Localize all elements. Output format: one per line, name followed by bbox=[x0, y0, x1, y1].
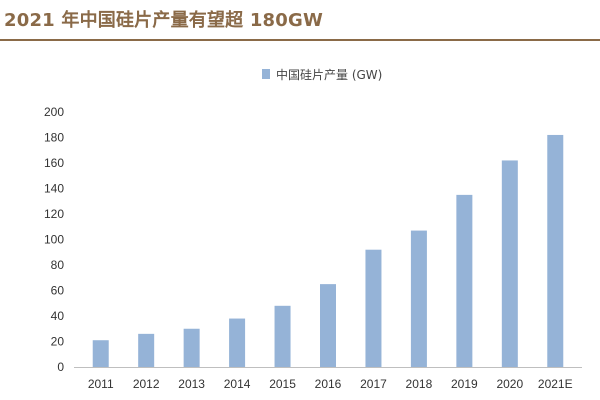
x-tick-label: 2016 bbox=[315, 377, 342, 391]
legend-label: 中国硅片产量 (GW) bbox=[276, 67, 383, 82]
y-tick-label: 180 bbox=[44, 131, 64, 145]
y-tick-label: 200 bbox=[44, 105, 64, 119]
y-tick-label: 140 bbox=[44, 182, 64, 196]
y-tick-label: 120 bbox=[44, 207, 64, 221]
bar bbox=[547, 134, 564, 367]
y-tick-label: 0 bbox=[57, 360, 64, 374]
y-tick-label: 80 bbox=[51, 258, 65, 272]
bar bbox=[92, 340, 109, 367]
bar bbox=[229, 318, 246, 367]
chart-title: 2021 年中国硅片产量有望超 180GW bbox=[4, 10, 324, 31]
x-tick-label: 2013 bbox=[178, 377, 205, 391]
bar bbox=[183, 328, 200, 367]
x-tick-label: 2020 bbox=[496, 377, 523, 391]
y-tick-label: 100 bbox=[44, 233, 64, 247]
legend-swatch bbox=[262, 69, 270, 79]
x-tick-label: 2014 bbox=[224, 377, 251, 391]
y-tick-label: 160 bbox=[44, 156, 64, 170]
y-axis-labels: 0 20 40 60 80 100 120 140 160 180 200 bbox=[44, 105, 64, 374]
x-tick-label: 2017 bbox=[360, 377, 387, 391]
bar bbox=[138, 333, 155, 367]
x-tick-label: 2021E bbox=[538, 377, 573, 391]
x-tick-label: 2018 bbox=[406, 377, 433, 391]
bar bbox=[320, 284, 336, 367]
x-tick-label: 2012 bbox=[133, 377, 160, 391]
chart-legend: 中国硅片产量 (GW) bbox=[262, 66, 382, 82]
y-tick-label: 60 bbox=[51, 284, 65, 298]
bar bbox=[365, 249, 382, 367]
x-tick-label: 2019 bbox=[451, 377, 478, 391]
title-divider bbox=[0, 39, 600, 41]
bar bbox=[410, 230, 427, 367]
x-tick-label: 2011 bbox=[88, 377, 114, 391]
bar bbox=[274, 305, 291, 367]
bar bbox=[456, 194, 473, 367]
bar-series bbox=[92, 134, 564, 367]
x-tick-label: 2015 bbox=[269, 377, 296, 391]
y-tick-label: 40 bbox=[51, 309, 65, 323]
bar bbox=[501, 160, 518, 367]
x-axis-labels: 2011 2012 2013 2014 2015 2016 2017 2018 2019 2020… bbox=[88, 377, 573, 391]
y-tick-label: 20 bbox=[51, 335, 65, 349]
